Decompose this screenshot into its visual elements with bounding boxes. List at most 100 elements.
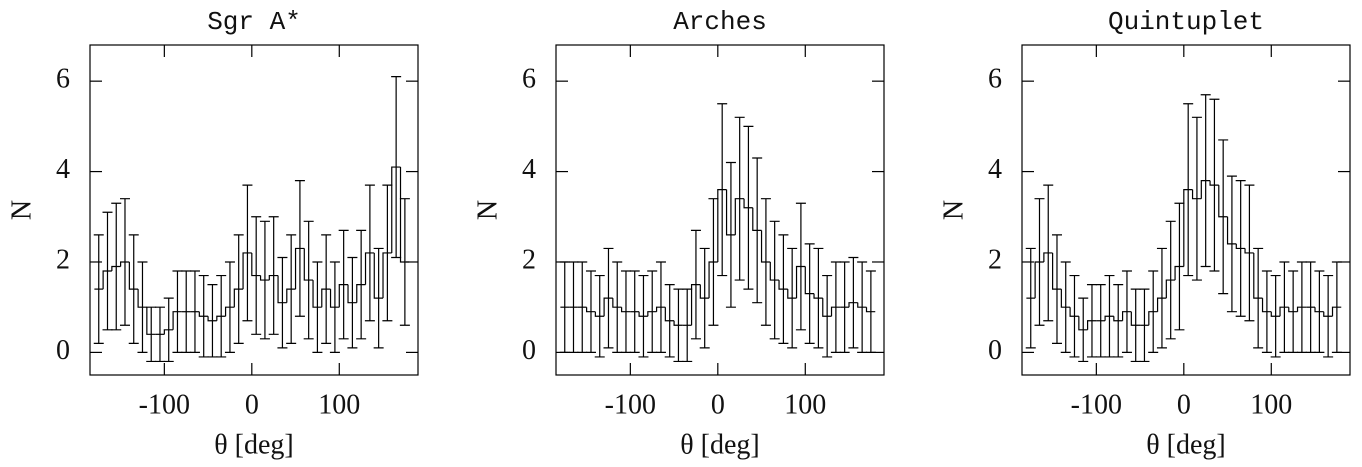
histogram-step xyxy=(1270,311,1281,317)
error-bar xyxy=(391,76,402,259)
histogram-step xyxy=(1296,306,1307,312)
histogram-step xyxy=(1288,307,1298,313)
y-tick-label: 4 xyxy=(56,154,70,185)
histogram-step xyxy=(146,307,156,335)
histogram-step xyxy=(699,284,710,299)
histogram-step xyxy=(364,252,375,285)
error-bar xyxy=(1051,234,1062,344)
error-bar xyxy=(207,283,218,358)
error-bar xyxy=(1296,261,1307,353)
histogram-step xyxy=(857,302,867,308)
error-bar xyxy=(577,261,588,353)
histogram-step xyxy=(356,283,366,303)
y-tick-label: 6 xyxy=(56,64,70,95)
histogram-step xyxy=(1183,189,1193,267)
error-bar xyxy=(699,247,710,349)
error-bar xyxy=(233,234,244,344)
y-tick-label: 2 xyxy=(56,244,70,275)
plot-frame xyxy=(89,44,419,376)
histogram-step xyxy=(612,298,622,308)
error-bar xyxy=(216,274,227,358)
histogram-step xyxy=(1156,297,1167,312)
y-tick-label: 2 xyxy=(988,244,1002,275)
histogram-step xyxy=(778,280,788,290)
error-bar xyxy=(752,157,763,304)
error-bar xyxy=(154,306,165,363)
error-bar xyxy=(787,247,798,349)
histogram-step xyxy=(338,283,349,308)
error-bar xyxy=(1095,283,1106,358)
error-bar xyxy=(1121,270,1132,353)
histogram-step xyxy=(1052,252,1062,290)
y-tick-label: 0 xyxy=(988,335,1002,366)
error-bar xyxy=(813,247,824,349)
error-bar xyxy=(1218,139,1229,295)
histogram-step xyxy=(848,302,858,308)
error-bar xyxy=(181,270,192,353)
error-bar xyxy=(172,270,183,353)
histogram-step xyxy=(172,311,182,330)
error-bar xyxy=(1086,283,1097,358)
error-bar xyxy=(119,198,130,326)
histogram-step xyxy=(391,166,401,253)
histogram-step xyxy=(294,247,305,290)
histogram-step xyxy=(216,315,226,321)
y-axis-label: N xyxy=(938,200,969,220)
histogram-step xyxy=(1218,185,1228,218)
error-bar xyxy=(1279,261,1290,353)
error-bar xyxy=(242,184,253,322)
error-bar xyxy=(303,220,314,340)
histogram-step xyxy=(1086,320,1097,330)
error-bar xyxy=(338,229,349,340)
error-bar xyxy=(690,229,701,340)
error-bar xyxy=(760,198,771,326)
histogram-step xyxy=(1314,307,1324,313)
x-tick-label: 100 xyxy=(1250,389,1292,420)
histogram-step xyxy=(242,252,252,290)
error-bar xyxy=(620,270,631,353)
histogram-step xyxy=(1331,306,1342,317)
histogram-step xyxy=(303,248,314,281)
histogram-step xyxy=(813,293,823,299)
histogram-step xyxy=(329,289,340,308)
error-bar xyxy=(559,261,570,353)
histogram-step xyxy=(865,307,876,313)
error-bar xyxy=(1156,247,1167,349)
histogram-step xyxy=(233,288,244,308)
error-bar xyxy=(146,306,157,363)
x-tick-label: 100 xyxy=(784,389,826,420)
histogram-step xyxy=(268,274,279,281)
error-bar xyxy=(399,198,410,326)
histogram-step xyxy=(120,261,130,267)
histogram-step xyxy=(1209,180,1219,186)
histogram-step xyxy=(224,306,235,317)
error-bar xyxy=(111,202,122,331)
y-tick-label: 4 xyxy=(522,154,536,185)
error-bar xyxy=(1288,270,1299,353)
error-bar xyxy=(329,261,340,353)
histogram-step xyxy=(1113,316,1123,322)
error-bar xyxy=(638,274,649,358)
error-bar xyxy=(717,103,728,277)
y-tick-label: 6 xyxy=(988,64,1002,95)
error-bar xyxy=(865,270,876,353)
histogram-step xyxy=(638,311,648,317)
error-bar xyxy=(1331,261,1342,353)
histogram-step xyxy=(1148,311,1158,326)
histogram-step xyxy=(198,311,209,317)
error-bar xyxy=(822,274,833,358)
error-bar xyxy=(1104,274,1115,358)
histogram-step xyxy=(1323,311,1333,317)
x-axis-label: θ [deg] xyxy=(680,429,760,460)
histogram-step xyxy=(286,288,296,303)
error-bar xyxy=(603,247,614,349)
plot-frame xyxy=(1021,44,1351,376)
histogram-step xyxy=(804,266,815,295)
histogram-step xyxy=(1165,279,1176,299)
histogram-step xyxy=(259,275,270,281)
histogram-step xyxy=(1078,316,1088,331)
error-bar xyxy=(128,234,139,344)
histogram-step xyxy=(822,298,832,317)
histogram-step xyxy=(321,288,331,308)
